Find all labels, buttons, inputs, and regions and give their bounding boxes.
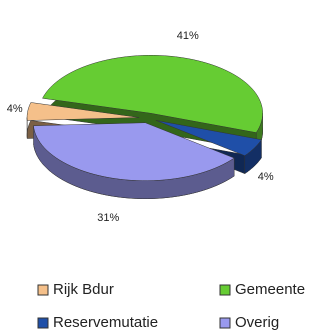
data-label: 4% (258, 171, 274, 183)
legend-label: Overig (235, 314, 279, 331)
slice (26, 102, 140, 121)
slice (155, 120, 262, 156)
legend-swatch (219, 284, 231, 296)
legend-swatch (37, 284, 49, 296)
legend-swatch (219, 317, 231, 329)
slice (33, 122, 235, 181)
data-label: 31% (97, 212, 119, 224)
legend-label: Reservemutatie (53, 314, 158, 331)
data-label: 41% (177, 30, 199, 42)
legend-label: Gemeente (235, 281, 305, 298)
legend-swatch (37, 317, 49, 329)
slice (42, 55, 263, 133)
data-label: 4% (7, 103, 23, 115)
legend-label: Rijk Bdur (53, 281, 114, 298)
